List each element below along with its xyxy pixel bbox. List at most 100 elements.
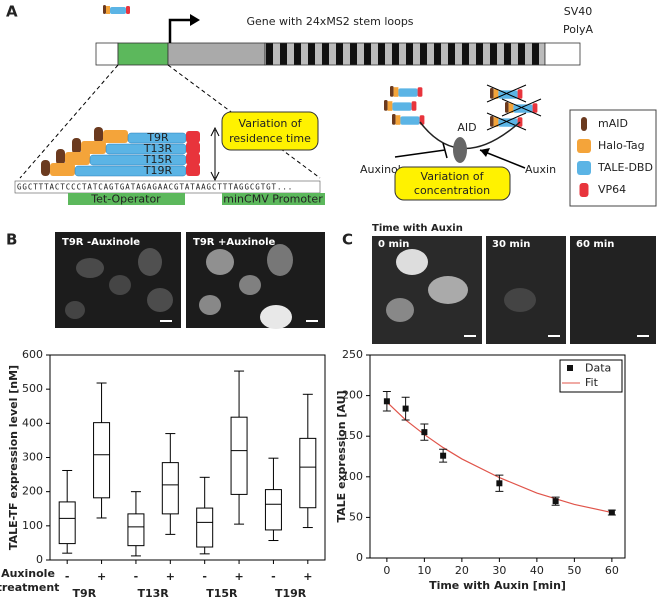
cross [486,112,527,131]
plot-frame [49,354,326,561]
image-label: T9R +Auxinole [193,237,275,248]
x-tick-label: 30 [492,564,506,577]
halo-tag [65,152,90,165]
maid [384,100,388,111]
callout-text: concentration [414,184,490,197]
y-tick-label: 50 [349,510,363,523]
callout-text: Variation of [421,170,485,183]
maid [94,127,103,143]
treatment-label: + [234,570,243,583]
maid [41,160,50,176]
treatment-label: - [134,570,139,583]
vp64 [532,103,538,113]
row-label: Auxinole [1,567,55,580]
halo-tag [508,103,514,113]
panel-label: A [6,3,18,21]
data-point [608,509,615,516]
box [196,507,214,548]
activate [480,148,490,157]
callout [221,111,319,151]
image-title: Time with Auxin [372,223,463,234]
tet-operator: Tet-Operator [90,193,161,206]
data-point [421,429,428,436]
treatment-label: + [97,570,106,583]
promoter-arrow [190,14,200,26]
group-label: T15R [206,587,238,600]
treatment-label: + [303,570,312,583]
x-tick-label: 0 [383,564,390,577]
halo-tag [81,141,106,154]
maid [581,117,587,131]
construct-label: T15R [143,153,173,166]
halo-tag [106,6,110,14]
group-label: T19R [275,587,307,600]
polya: PolyA [563,23,594,36]
treatment-label: - [65,570,70,583]
x-tick-label: 40 [530,564,544,577]
x-tick-label: 60 [605,564,619,577]
polya: SV40 [564,5,593,18]
y-tick-label: 200 [22,485,43,498]
y-tick-label: 100 [22,519,43,532]
tale-dbd [577,161,591,175]
construct-label: T9R [146,131,169,144]
y-tick-label: 150 [342,429,363,442]
halo-tag [393,87,399,97]
box [161,462,179,515]
gene-bar [95,42,581,66]
fit-line [386,401,613,514]
promoter: minCMV Promoter [223,193,323,206]
aid-protein [453,137,467,163]
box [264,489,282,531]
box [230,416,248,495]
image-label: T9R -Auxinole [62,237,140,248]
cross [486,84,527,103]
halo-tag [50,163,75,176]
group-label: T13R [137,587,169,600]
x-tick-label: 20 [455,564,469,577]
tale-dbd [398,88,418,97]
box [127,513,145,547]
vp64 [186,153,200,165]
tale-dbd [400,116,420,125]
y-tick-label: 250 [342,348,363,361]
tet-operator-box [68,193,185,205]
maid [103,5,106,14]
y-tick-label: 100 [342,470,363,483]
vp64 [517,89,523,99]
maid [72,138,81,154]
box [299,437,317,509]
image-label: 0 min [378,239,409,250]
maid [490,88,494,99]
cross [501,98,542,117]
promoter-box [222,193,325,205]
legend-label: Fit [585,376,599,389]
treatment-label: - [202,570,207,583]
inhibit [394,142,448,159]
maid [490,116,494,127]
vp64 [186,131,200,143]
vp64 [186,164,200,176]
vp64 [579,183,589,197]
row-label: treatment [0,581,59,594]
y-tick-label: 300 [22,451,43,464]
arrow [210,126,220,182]
maid [505,102,509,113]
image-label: 60 min [576,239,614,250]
sequence: GGCTTTACTCCCTATCAGTGATAGAGAACGTATAAGCTTT… [17,183,293,192]
halo-tag [103,130,128,143]
gene-label: Gene with 24xMS2 stem loops [246,15,413,28]
legend-marker [567,365,573,371]
callout-text: Variation of [239,117,303,130]
panel-label: C [342,231,353,249]
construct-label: T13R [143,142,173,155]
legend-label: Data [585,362,611,375]
micrograph: T9R -Auxinole T9R +Auxinole [55,232,325,329]
halo-tag [493,89,499,99]
data-point [402,405,409,412]
panel-label: B [6,231,17,249]
data-point [440,452,447,459]
box [58,501,76,545]
halo-tag [577,139,591,153]
